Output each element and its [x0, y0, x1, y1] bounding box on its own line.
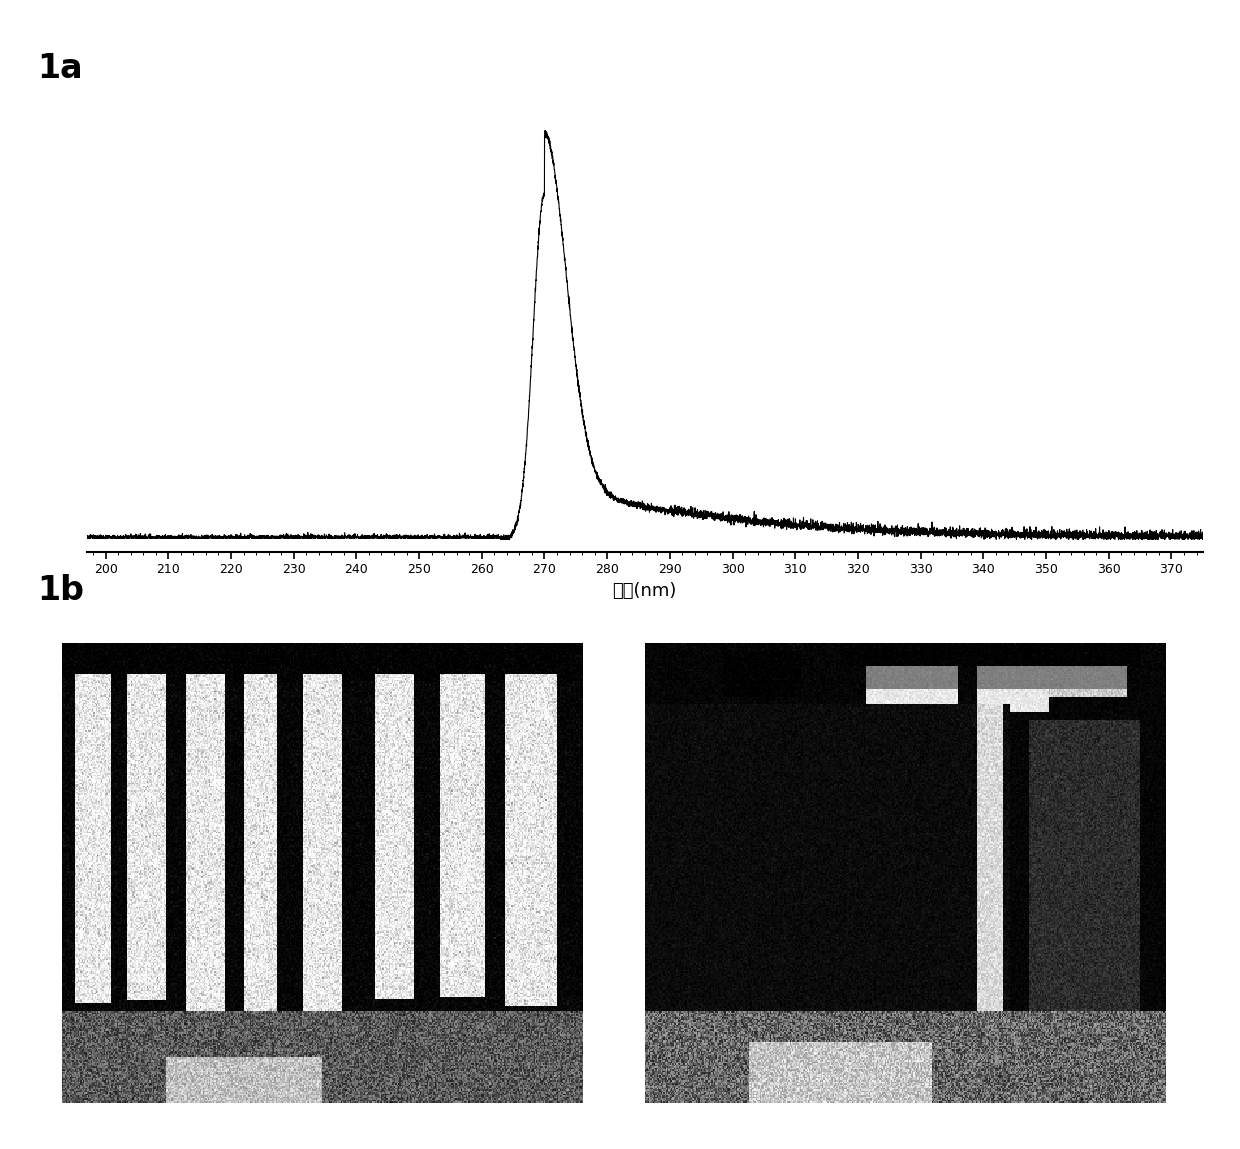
Text: 1b: 1b [37, 574, 84, 608]
Text: 1a: 1a [37, 52, 83, 85]
X-axis label: 波长(nm): 波长(nm) [613, 581, 677, 600]
